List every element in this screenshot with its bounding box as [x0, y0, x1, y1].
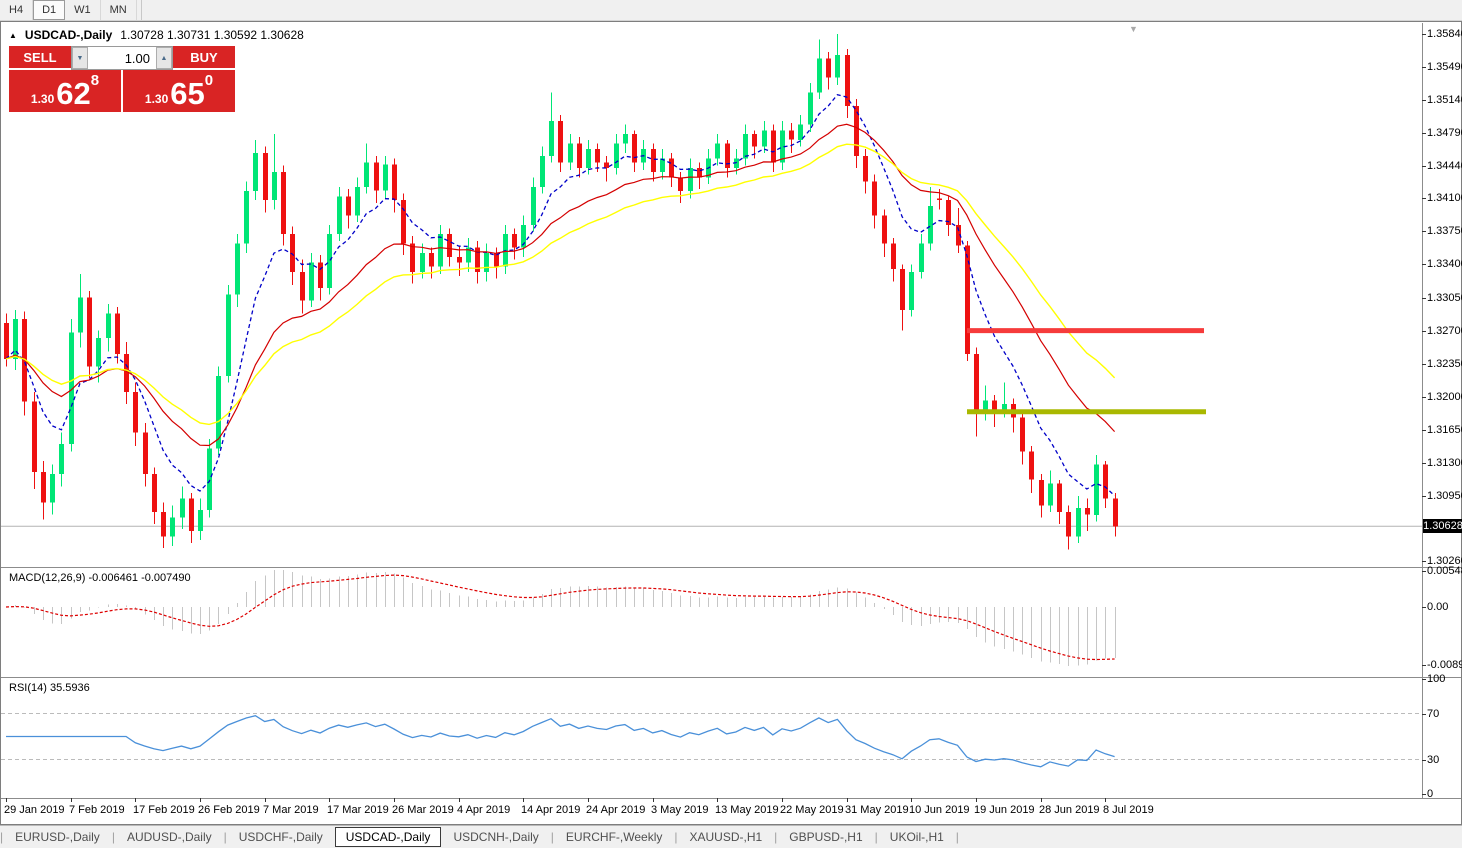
- price-axis-label: 1.32700: [1427, 325, 1462, 337]
- tab-separator: |: [223, 830, 227, 844]
- date-axis-label: 29 Jan 2019: [4, 804, 65, 816]
- tab-separator: |: [774, 830, 778, 844]
- date-axis-label: 17 Mar 2019: [327, 804, 389, 816]
- timeframe-toolbar: H4 D1 W1 MN: [0, 0, 1462, 21]
- buy-price-panel[interactable]: 1.30 65 0: [123, 70, 235, 112]
- tab-separator: |: [674, 830, 678, 844]
- current-price-badge: 1.30628: [1423, 519, 1462, 533]
- date-axis-label: 14 Apr 2019: [521, 804, 581, 816]
- tab-separator: |: [874, 830, 878, 844]
- tab-gbpusd-h1[interactable]: GBPUSD-,H1: [789, 830, 863, 844]
- date-axis-label: 4 Apr 2019: [457, 804, 511, 816]
- timeframe-h4-button[interactable]: H4: [0, 0, 34, 20]
- sell-price-panel[interactable]: 1.30 62 8: [9, 70, 121, 112]
- timeframe-mn-button[interactable]: MN: [101, 0, 137, 20]
- collapse-triangle-icon[interactable]: ▲: [9, 30, 17, 40]
- price-axis-label: 1.32350: [1427, 358, 1462, 370]
- price-axis-label: 1.34790: [1427, 127, 1462, 139]
- timeframe-w1-button[interactable]: W1: [65, 0, 101, 20]
- tab-usdcnh-daily[interactable]: USDCNH-,Daily: [453, 830, 539, 844]
- macd-axis-label: 0.005484: [1427, 565, 1462, 577]
- tab-separator: |: [111, 830, 115, 844]
- sell-price-point: 8: [90, 72, 100, 89]
- date-axis-label: 26 Mar 2019: [392, 804, 454, 816]
- price-axis-label: 1.32000: [1427, 391, 1462, 403]
- tab-eurusd-daily[interactable]: EURUSD-,Daily: [15, 830, 100, 844]
- macd-axis-label: -0.008973: [1427, 659, 1462, 671]
- date-axis-label: 7 Feb 2019: [69, 804, 125, 816]
- date-axis-label: 7 Mar 2019: [263, 804, 319, 816]
- volume-increase-button[interactable]: ▲: [156, 47, 172, 69]
- tab-separator: |: [0, 830, 4, 844]
- chart-title: ▲ USDCAD-,Daily 1.30728 1.30731 1.30592 …: [9, 28, 304, 42]
- chart-ohlc-values: 1.30728 1.30731 1.30592 1.30628: [120, 28, 304, 42]
- price-axis-label: 1.33750: [1427, 225, 1462, 237]
- date-axis-label: 22 May 2019: [780, 804, 844, 816]
- date-axis-label: 31 May 2019: [845, 804, 909, 816]
- volume-input[interactable]: [88, 47, 156, 69]
- chart-shift-marker-icon[interactable]: ▼: [1129, 24, 1138, 34]
- date-axis-label: 26 Feb 2019: [198, 804, 260, 816]
- date-axis-label: 24 Apr 2019: [586, 804, 646, 816]
- price-axis-label: 1.35490: [1427, 61, 1462, 73]
- price-axis-label: 1.35840: [1427, 28, 1462, 40]
- tab-ukoil-h1[interactable]: UKOil-,H1: [889, 830, 944, 844]
- timeframe-d1-button[interactable]: D1: [33, 0, 66, 20]
- date-axis-label: 17 Feb 2019: [133, 804, 195, 816]
- price-chart-canvas[interactable]: [1, 22, 1461, 824]
- price-axis-label: 1.30950: [1427, 490, 1462, 502]
- price-axis-label: 1.33050: [1427, 292, 1462, 304]
- date-axis-label: 28 Jun 2019: [1039, 804, 1100, 816]
- date-axis-label: 8 Jul 2019: [1103, 804, 1154, 816]
- tab-eurchf-weekly[interactable]: EURCHF-,Weekly: [565, 830, 663, 844]
- rsi-axis-label: 0: [1427, 788, 1434, 800]
- date-axis-label: 10 Jun 2019: [909, 804, 970, 816]
- rsi-axis-label: 100: [1427, 673, 1446, 685]
- tab-xauusd-h1[interactable]: XAUUSD-,H1: [689, 830, 763, 844]
- tab-separator: |: [955, 830, 959, 844]
- date-axis-label: 3 May 2019: [651, 804, 709, 816]
- tab-usdcad-daily-active[interactable]: USDCAD-,Daily: [334, 827, 442, 847]
- macd-indicator-label: MACD(12,26,9) -0.006461 -0.007490: [9, 572, 191, 584]
- toolbar-separator: [140, 0, 142, 20]
- macd-axis-label: 0.00: [1427, 601, 1449, 613]
- date-axis-label: 13 May 2019: [715, 804, 779, 816]
- one-click-trading-panel: SELL ▼ ▲ BUY 1.30 62 8 1.30 65 0: [9, 46, 235, 112]
- buy-price-point: 0: [204, 72, 214, 89]
- rsi-axis-label: 70: [1427, 708, 1440, 720]
- sell-price-pips: 62: [56, 76, 91, 111]
- price-axis-label: 1.35140: [1427, 94, 1462, 106]
- rsi-axis-label: 30: [1427, 754, 1440, 766]
- tab-separator: |: [550, 830, 554, 844]
- volume-decrease-button[interactable]: ▼: [72, 47, 88, 69]
- buy-button[interactable]: BUY: [173, 46, 235, 70]
- price-axis-label: 1.31300: [1427, 457, 1462, 469]
- sell-price-prefix: 1.30: [30, 92, 55, 106]
- price-axis-label: 1.34440: [1427, 160, 1462, 172]
- buy-price-pips: 65: [170, 76, 205, 111]
- rsi-indicator-label: RSI(14) 35.5936: [9, 682, 90, 694]
- buy-price-prefix: 1.30: [144, 92, 169, 106]
- chart-symbol-label: USDCAD-,Daily: [24, 28, 113, 42]
- tab-audusd-daily[interactable]: AUDUSD-,Daily: [126, 830, 212, 844]
- volume-spinner: ▼ ▲: [71, 46, 173, 70]
- price-axis-label: 1.34100: [1427, 192, 1462, 204]
- price-axis-label: 1.33400: [1427, 258, 1462, 270]
- price-axis[interactable]: 1.30628 1.35840 1.35490 1.35140 1.34790 1.34…: [1423, 22, 1462, 824]
- date-axis-label: 19 Jun 2019: [974, 804, 1035, 816]
- price-axis-label: 1.31650: [1427, 424, 1462, 436]
- tab-usdchf-daily[interactable]: USDCHF-,Daily: [238, 830, 323, 844]
- sell-button[interactable]: SELL: [9, 46, 71, 70]
- chart-window[interactable]: ▲ USDCAD-,Daily 1.30728 1.30731 1.30592 …: [0, 21, 1462, 825]
- chart-tab-bar: | EURUSD-,Daily | AUDUSD-,Daily | USDCHF…: [0, 825, 1462, 848]
